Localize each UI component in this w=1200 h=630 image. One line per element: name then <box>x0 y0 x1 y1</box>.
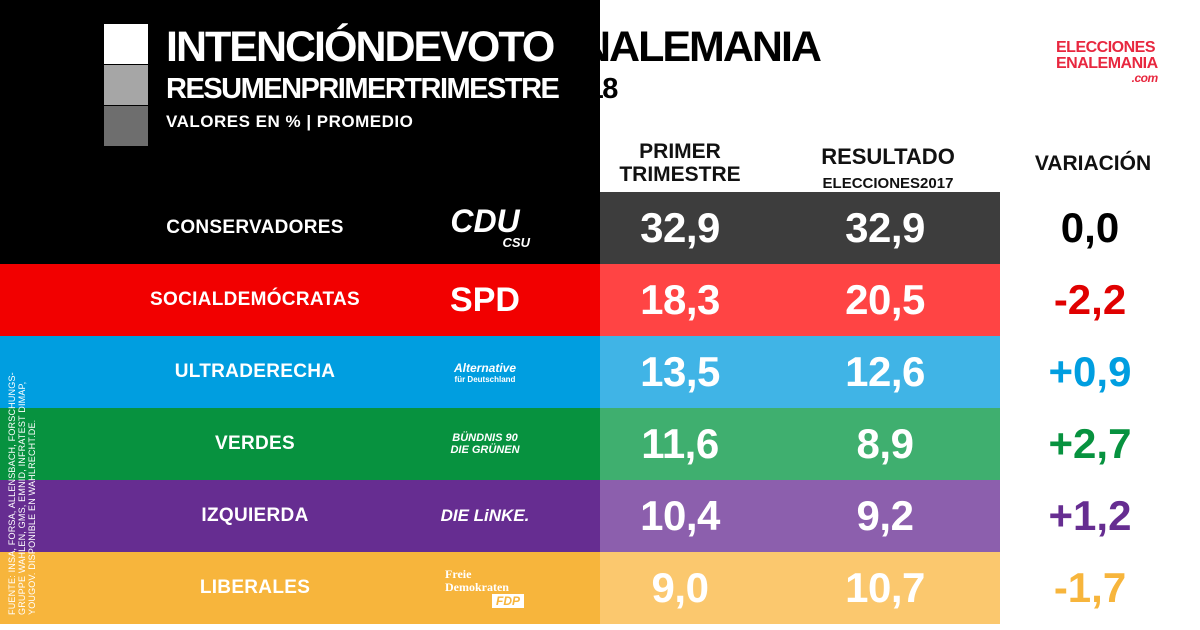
row-band <box>0 408 600 480</box>
table-row: IZQUIERDA DIE LiNKE. 10,4 9,2 +1,2 <box>0 480 1200 552</box>
party-label: ULTRADERECHA <box>174 361 336 382</box>
value-primer-trimestre: 18,3 <box>640 276 720 323</box>
party-label: IZQUIERDA <box>201 505 309 526</box>
value-variacion: -1,7 <box>1053 564 1127 611</box>
row-values-band <box>600 552 1000 624</box>
value-primer-trimestre: 10,4 <box>640 492 720 539</box>
row-values-band <box>600 192 1000 264</box>
table-row: VERDES BÜNDNIS 90 DIE GRÜNEN 11,6 8,9 +2,7 <box>0 408 1200 480</box>
value-variacion: +2,7 <box>1048 420 1132 467</box>
value-primer-trimestre: 11,6 <box>641 420 719 467</box>
value-elecciones-2017: 8,9 <box>856 420 914 467</box>
linke-logo: DIE LiNKE. <box>440 506 530 525</box>
table-row: CONSERVADORES CDU CSU 32,9 32,9 0,0 <box>0 192 1200 264</box>
row-values-band <box>600 264 1000 336</box>
value-primer-trimestre: 13,5 <box>640 348 720 395</box>
value-variacion: 0,0 <box>1060 204 1120 251</box>
value-elecciones-2017: 32,9 <box>845 204 925 251</box>
header-variacion: VARIACIÓN <box>1034 152 1152 175</box>
value-elecciones-2017: 20,5 <box>845 276 925 323</box>
table-row: SOCIALDEMÓCRATAS SPD 18,3 20,5 -2,2 <box>0 264 1200 336</box>
party-label: SOCIALDEMÓCRATAS <box>150 289 360 310</box>
title-squares <box>104 24 148 147</box>
table-row: LIBERALES Freie Demokraten FDP 9,0 10,7 -1,7 <box>0 552 1200 624</box>
value-elecciones-2017: 10,7 <box>845 564 925 611</box>
value-primer-trimestre: 32,9 <box>640 204 720 251</box>
value-primer-trimestre: 9,0 <box>651 564 709 611</box>
party-label: LIBERALES <box>199 577 311 598</box>
value-variacion: +0,9 <box>1048 348 1132 395</box>
row-values-band <box>600 480 1000 552</box>
party-label: CONSERVADORES <box>166 217 344 238</box>
spd-logo: SPD <box>450 280 520 319</box>
row-band <box>0 552 600 624</box>
chart-title: INTENCIÓNDEVOTOENALEMANIA <box>166 23 822 71</box>
party-label: VERDES <box>215 433 295 454</box>
cdu-csu-logo: CDU CSU <box>450 202 530 250</box>
gruene-logo: BÜNDNIS 90 DIE GRÜNEN <box>450 432 520 456</box>
value-variacion: -2,2 <box>1053 276 1127 323</box>
row-band <box>0 336 600 408</box>
header-resultado-2017: RESULTADO ELECCIONES2017 <box>821 144 955 193</box>
row-values-band <box>600 336 1000 408</box>
row-values-band <box>600 408 1000 480</box>
header-primer-trimestre: PRIMER TRIMESTRE <box>619 140 741 187</box>
value-variacion: +1,2 <box>1048 492 1132 539</box>
value-elecciones-2017: 12,6 <box>845 348 925 395</box>
row-band <box>0 264 600 336</box>
fdp-logo: Freie Demokraten FDP <box>440 552 530 624</box>
afd-logo: Alternative für Deutschland <box>453 360 517 384</box>
table-row: ULTRADERECHA Alternative für Deutschland 13… <box>0 336 1200 408</box>
value-elecciones-2017: 9,2 <box>856 492 914 539</box>
row-band <box>0 480 600 552</box>
chart-subtitle: RESUMENPRIMERTRIMESTRE2018 <box>166 73 618 105</box>
source-note: FUENTE: INSA, FORSA, ALLENSBACH, FORSCHU… <box>7 372 37 615</box>
row-band <box>0 192 600 264</box>
units-label: VALORES EN % | PROMEDIO <box>166 112 414 131</box>
brand-logo: ELECCIONES ENALEMANIA .com <box>1056 39 1158 85</box>
